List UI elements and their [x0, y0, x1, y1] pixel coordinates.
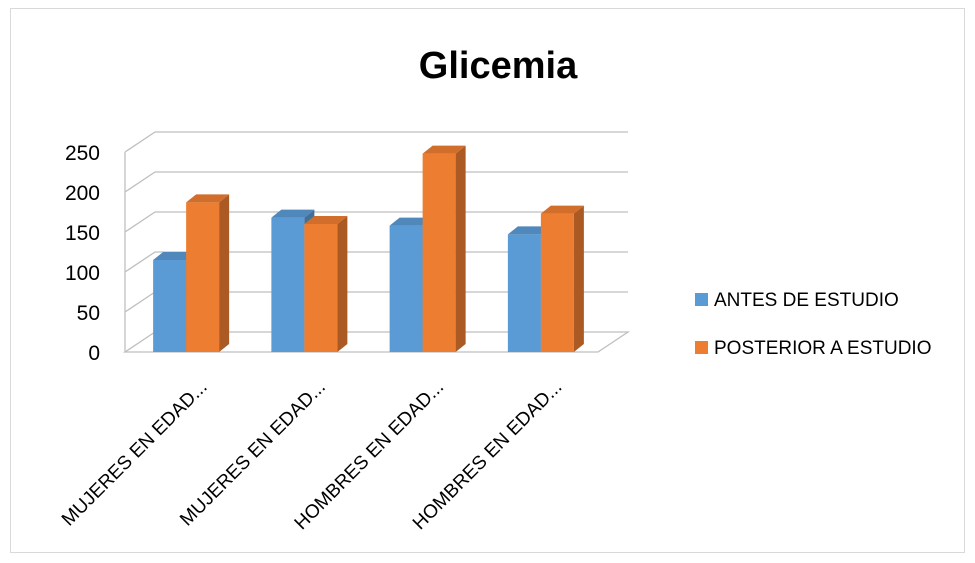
bar-top	[507, 226, 551, 235]
bar-top	[153, 252, 197, 260]
bar-side	[455, 145, 466, 352]
gridline	[124, 131, 628, 153]
bar	[540, 205, 584, 352]
gridlines	[124, 131, 628, 313]
gridline	[124, 251, 628, 273]
bar-front	[186, 202, 220, 352]
bar-front	[540, 213, 574, 352]
bar-top	[389, 217, 433, 226]
bar-front	[153, 260, 187, 352]
legend: ANTES DE ESTUDIO POSTERIOR A ESTUDIO	[695, 290, 932, 359]
bar	[186, 194, 230, 352]
bar-top	[271, 209, 315, 218]
bar-front	[304, 224, 338, 352]
bars	[153, 145, 584, 352]
gridline	[124, 171, 628, 193]
legend-label: ANTES DE ESTUDIO	[714, 290, 899, 311]
legend-label: POSTERIOR A ESTUDIO	[714, 338, 932, 359]
y-tick-label: 200	[65, 182, 100, 205]
bar-side	[337, 216, 348, 352]
bar-top	[304, 216, 348, 224]
x-axis-ticks: MUJERES EN EDAD...MUJERES EN EDAD...HOMB…	[58, 377, 566, 534]
bar-front	[507, 234, 541, 352]
bar-side	[573, 205, 584, 352]
legend-swatch	[695, 293, 708, 306]
bar-top	[186, 194, 230, 203]
bar-side	[219, 194, 230, 352]
bar	[422, 145, 466, 352]
bar-front	[271, 217, 305, 352]
y-tick-label: 250	[65, 142, 100, 165]
bar	[304, 216, 348, 352]
legend-item: ANTES DE ESTUDIO	[695, 290, 899, 311]
bar-top	[422, 145, 466, 154]
chart-title: Glicemia	[419, 45, 578, 87]
y-tick-label: 150	[65, 222, 100, 245]
y-axis-ticks: 0 50 100 150 200 250	[65, 142, 100, 365]
bar-front	[422, 153, 456, 352]
bar-front	[389, 225, 423, 352]
y-tick-label: 100	[65, 262, 100, 285]
gridline	[124, 211, 628, 233]
legend-item: POSTERIOR A ESTUDIO	[695, 338, 932, 359]
y-tick-label: 0	[88, 342, 100, 365]
legend-swatch	[695, 341, 708, 354]
y-tick-label: 50	[77, 302, 100, 325]
bar-top	[540, 205, 584, 214]
